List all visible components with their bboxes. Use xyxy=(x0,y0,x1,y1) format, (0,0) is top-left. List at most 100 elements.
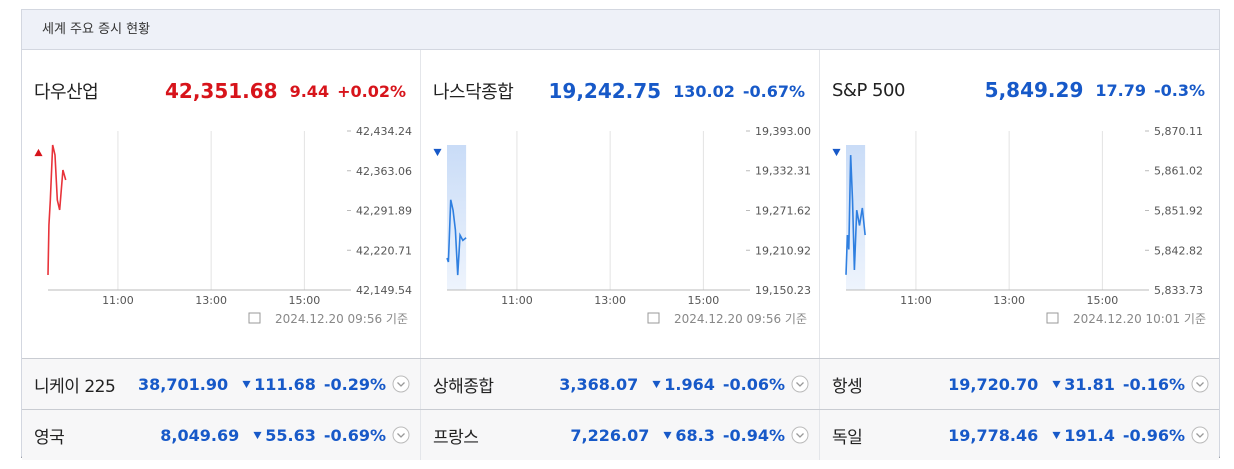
index-change-pct: +0.02% xyxy=(337,81,406,101)
direction-arrow xyxy=(34,148,43,157)
timestamp-text: 2024.12.20 09:56 기준 xyxy=(275,312,408,326)
y-tick-label: 19,150.23 xyxy=(755,284,811,297)
chevron xyxy=(397,382,405,387)
arrow-shape xyxy=(832,148,841,157)
button-circle xyxy=(791,426,809,444)
index-change-pct: -0.69% xyxy=(323,425,386,445)
direction-arrow xyxy=(1052,380,1061,388)
button-circle xyxy=(392,426,410,444)
y-tick-label: 5,861.02 xyxy=(1154,165,1203,178)
quote-line: 나스닥종합 19,242.75 130.02 -0.67% xyxy=(433,78,805,157)
index-name: 니케이 225 xyxy=(34,376,116,397)
y-tick-label: 19,332.31 xyxy=(755,165,811,178)
index-cell: 독일 19,778.46 191.4 -0.96% xyxy=(820,410,1219,460)
index-change: 31.81 xyxy=(1064,374,1115,394)
calendar-icon xyxy=(248,312,261,324)
arrow-shape xyxy=(433,148,442,157)
index-change-pct: -0.96% xyxy=(1122,425,1185,445)
index-price: 7,226.07 xyxy=(570,425,650,445)
index-name: 나스닥종합 xyxy=(433,82,514,103)
index-price: 42,351.68 xyxy=(164,79,278,103)
index-name: 항셍 xyxy=(832,376,863,397)
index-cell: 프랑스 7,226.07 68.3 -0.94% xyxy=(421,410,820,460)
session-shade xyxy=(447,145,467,290)
index-price: 5,849.29 xyxy=(984,78,1084,102)
expand-button[interactable] xyxy=(791,426,809,444)
calendar-icon xyxy=(1046,312,1059,324)
expand-button[interactable] xyxy=(1191,375,1209,393)
expand-button[interactable] xyxy=(392,375,410,393)
x-tick-label: 13:00 xyxy=(195,294,227,307)
chart-panel: S&P 500 5,849.29 17.79 -0.3% 11:00 13:00 15:00… xyxy=(820,50,1219,358)
arrow-shape xyxy=(652,380,661,388)
index-name: 독일 xyxy=(832,427,863,448)
y-tick-label: 5,842.82 xyxy=(1154,244,1203,257)
y-tick-label: 42,220.71 xyxy=(356,244,412,257)
y-tick-label: 42,363.06 xyxy=(356,165,412,178)
index-price: 19,242.75 xyxy=(548,79,662,103)
y-tick-label: 42,291.89 xyxy=(356,205,412,218)
price-line xyxy=(47,144,67,276)
button-circle xyxy=(392,375,410,393)
y-tick-label: 42,434.24 xyxy=(356,125,412,138)
index-change: 111.68 xyxy=(254,374,316,394)
direction-arrow xyxy=(652,380,661,388)
mini-chart: 11:00 13:00 15:00 42,149.54 42,220.71 42,291.… xyxy=(47,125,412,326)
arrow-shape xyxy=(242,380,251,388)
arrow-shape xyxy=(1052,380,1061,388)
index-price: 19,720.70 xyxy=(948,374,1039,394)
widget-title: 세계 주요 증시 현황 xyxy=(22,10,1219,50)
x-tick-label: 11:00 xyxy=(900,294,932,307)
index-change-pct: -0.16% xyxy=(1122,374,1185,394)
chevron xyxy=(796,433,804,438)
timestamp: 2024.12.20 09:56 기준 xyxy=(647,312,807,326)
index-change-pct: -0.3% xyxy=(1153,80,1205,100)
direction-arrow xyxy=(433,148,442,157)
expand-button[interactable] xyxy=(1191,426,1209,444)
chart-panel: 나스닥종합 19,242.75 130.02 -0.67% 11:00 13:00 15:0… xyxy=(421,50,820,358)
expand-button[interactable] xyxy=(791,375,809,393)
x-tick-label: 15:00 xyxy=(1087,294,1119,307)
index-price: 8,049.69 xyxy=(160,425,240,445)
index-change: 191.4 xyxy=(1064,425,1115,445)
chevron xyxy=(796,382,804,387)
price-line xyxy=(446,199,467,276)
calendar-icon xyxy=(647,312,660,324)
x-tick-label: 15:00 xyxy=(688,294,720,307)
y-tick-label: 19,393.00 xyxy=(755,125,811,138)
y-tick-label: 42,149.54 xyxy=(356,284,412,297)
index-price: 38,701.90 xyxy=(138,374,229,394)
quote-line: S&P 500 5,849.29 17.79 -0.3% xyxy=(832,78,1205,157)
table-row: 영국 8,049.69 55.63 -0.69% 프랑스 7,226.07 68.3 -0.9… xyxy=(22,409,1219,460)
arrow-shape xyxy=(1052,431,1061,439)
arrow-shape xyxy=(663,431,672,439)
index-change: 55.63 xyxy=(265,425,316,445)
price-line xyxy=(845,155,866,275)
chevron xyxy=(397,433,405,438)
table-row: 니케이 225 38,701.90 111.68 -0.29% 상해종합 3,368.07… xyxy=(22,358,1219,409)
button-circle xyxy=(1191,375,1209,393)
index-cell: 상해종합 3,368.07 1.964 -0.06% xyxy=(421,359,820,409)
mini-chart: 11:00 13:00 15:00 5,833.73 5,842.82 5,851.92 5… xyxy=(845,125,1206,326)
expand-button[interactable] xyxy=(392,426,410,444)
direction-arrow xyxy=(253,431,262,439)
index-table: 니케이 225 38,701.90 111.68 -0.29% 상해종합 3,368.07… xyxy=(22,358,1219,460)
index-name: 상해종합 xyxy=(433,376,494,397)
chevron xyxy=(1196,382,1204,387)
index-change-pct: -0.94% xyxy=(722,425,785,445)
y-tick-label: 5,833.73 xyxy=(1154,284,1203,297)
y-tick-label: 19,210.92 xyxy=(755,244,811,257)
index-change: 68.3 xyxy=(675,425,715,445)
index-change: 1.964 xyxy=(664,374,715,394)
index-name: S&P 500 xyxy=(832,79,905,101)
index-name: 영국 xyxy=(34,427,65,448)
y-tick-label: 5,870.11 xyxy=(1154,125,1203,138)
chart-panel: 다우산업 42,351.68 9.44 +0.02% 11:00 13:00 15:00 42… xyxy=(22,50,421,358)
chart-panels: 다우산업 42,351.68 9.44 +0.02% 11:00 13:00 15:00 42… xyxy=(22,50,1219,358)
market-widget: 세계 주요 증시 현황 다우산업 42,351.68 9.44 +0.02% 11:00… xyxy=(21,9,1220,460)
timestamp: 2024.12.20 09:56 기준 xyxy=(248,312,408,326)
index-name: 프랑스 xyxy=(433,427,479,448)
quote-line: 다우산업 42,351.68 9.44 +0.02% xyxy=(34,78,406,157)
index-change: 17.79 xyxy=(1095,80,1146,100)
mini-chart: 11:00 13:00 15:00 19,150.23 19,210.92 19,271.… xyxy=(446,125,811,326)
